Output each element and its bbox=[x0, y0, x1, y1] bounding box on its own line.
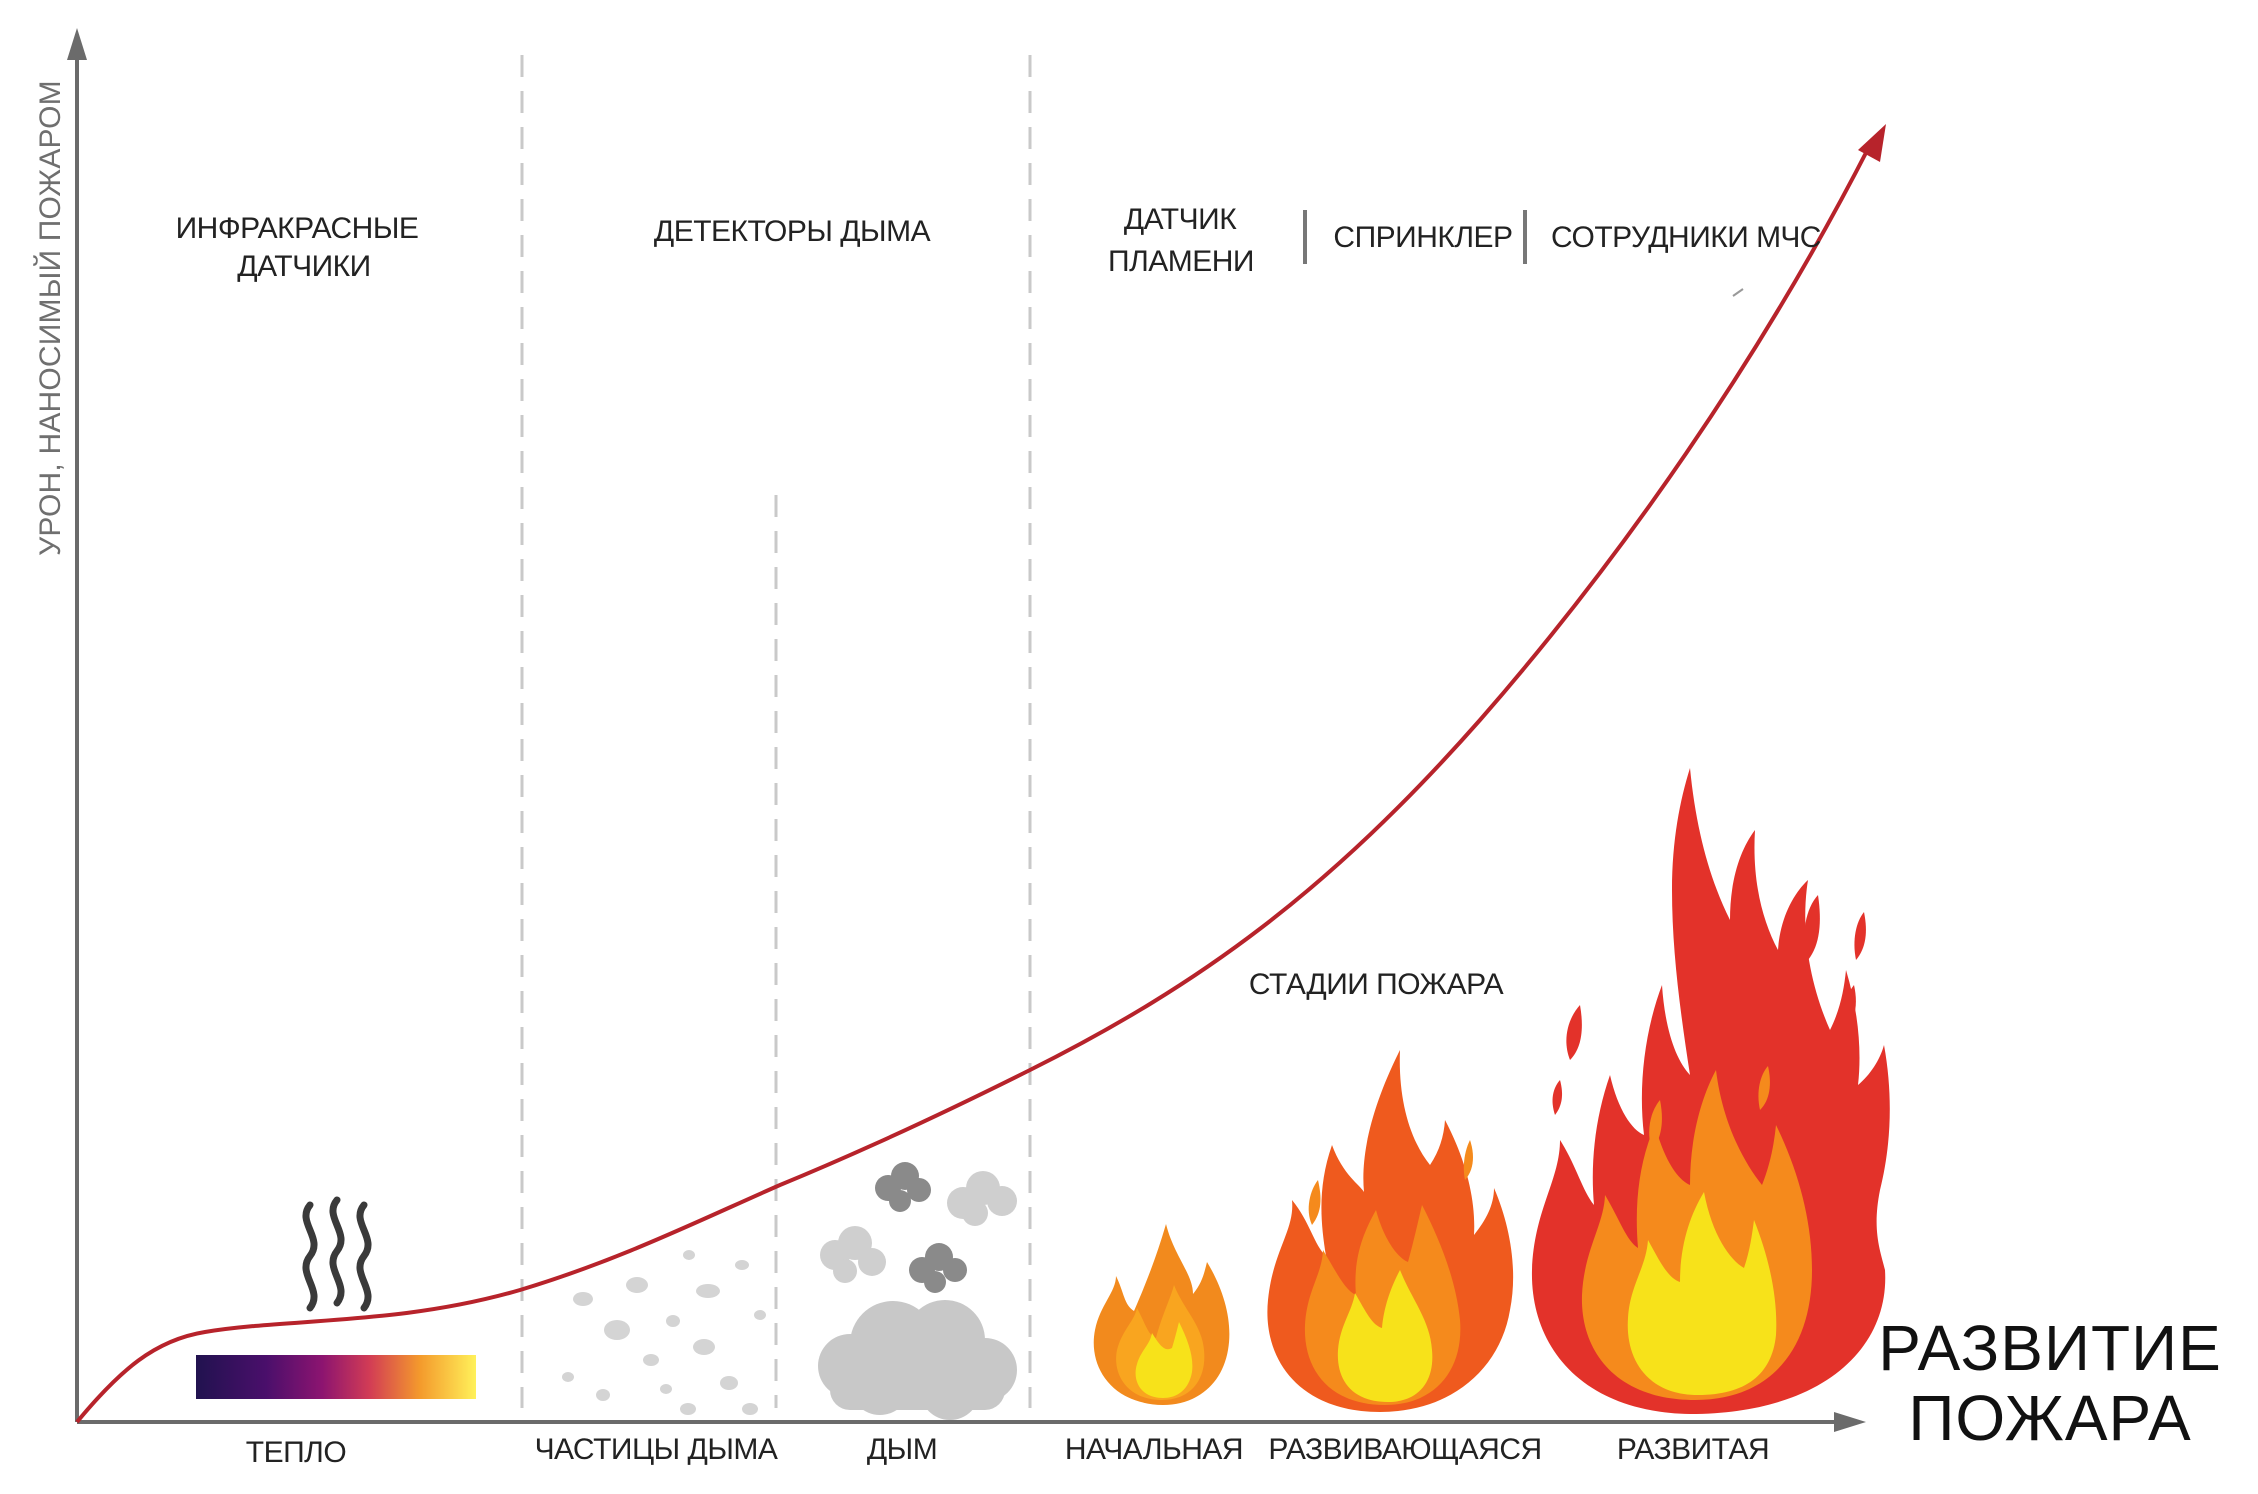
label-developed: РАЗВИТАЯ bbox=[1617, 1433, 1769, 1466]
flame-medium-icon bbox=[1267, 1050, 1514, 1412]
label-developing: РАЗВИВАЮЩАЯСЯ bbox=[1268, 1433, 1541, 1466]
x-axis-title-line2: ПОЖАРА bbox=[1908, 1382, 2191, 1454]
label-infrared-line2: ДАТЧИКИ bbox=[237, 250, 370, 283]
heat-waves-icon bbox=[302, 1196, 372, 1312]
label-smoke-particles: ЧАСТИЦЫ ДЫМА bbox=[535, 1433, 778, 1466]
x-axis-title-line1: РАЗВИТИЕ bbox=[1878, 1312, 2222, 1384]
label-separators bbox=[1303, 210, 1527, 264]
bottom-labels: ТЕПЛО ЧАСТИЦЫ ДЫМА ДЫМ НАЧАЛЬНАЯ РАЗВИВА… bbox=[246, 1433, 1770, 1469]
damage-curve bbox=[75, 124, 1886, 1424]
axes bbox=[67, 28, 1866, 1432]
flame-large-icon bbox=[1531, 768, 1890, 1414]
label-infrared-line1: ИНФРАКРАСНЫЕ bbox=[176, 212, 419, 245]
column-dividers bbox=[520, 55, 1032, 1408]
damage-curve-arrow bbox=[1858, 124, 1886, 162]
y-axis-label: УРОН, НАНОСИМЫЙ ПОЖАРОМ bbox=[33, 80, 67, 556]
label-flame-line1: ДАТЧИК bbox=[1124, 203, 1237, 236]
x-axis-arrow bbox=[1834, 1412, 1866, 1432]
label-smoke-detectors: ДЕТЕКТОРЫ ДЫМА bbox=[654, 215, 931, 248]
smoke-particles-icon bbox=[562, 1250, 766, 1415]
detector-labels: ИНФРАКРАСНЫЕ ДАТЧИКИ ДЕТЕКТОРЫ ДЫМА ДАТЧ… bbox=[176, 203, 1822, 283]
smoke-cloud-icon bbox=[818, 1162, 1017, 1420]
label-initial: НАЧАЛЬНАЯ bbox=[1065, 1433, 1243, 1466]
y-axis-arrow bbox=[67, 28, 87, 60]
label-emergency: СОТРУДНИКИ МЧС bbox=[1551, 221, 1821, 254]
stages-title: СТАДИИ ПОЖАРА bbox=[1249, 968, 1504, 1001]
damage-curve-line bbox=[75, 144, 1872, 1424]
curve-tick bbox=[1732, 288, 1744, 297]
label-heat: ТЕПЛО bbox=[246, 1436, 346, 1469]
label-smoke: ДЫМ bbox=[867, 1433, 937, 1466]
heat-gradient-bar bbox=[196, 1355, 476, 1399]
label-sprinkler: СПРИНКЛЕР bbox=[1333, 221, 1512, 254]
label-flame-line2: ПЛАМЕНИ bbox=[1108, 245, 1254, 278]
flame-small-icon bbox=[1093, 1224, 1230, 1405]
